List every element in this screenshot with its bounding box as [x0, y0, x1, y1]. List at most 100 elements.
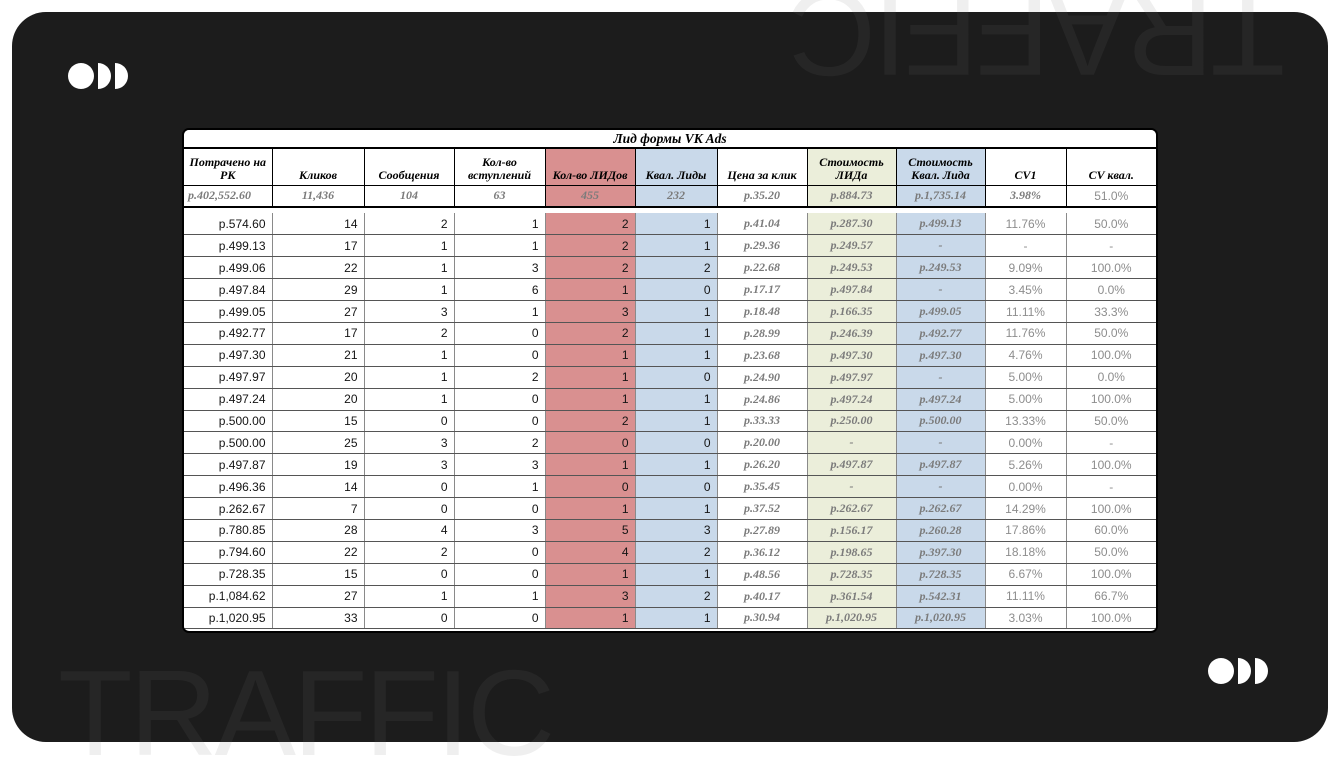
- table-cell: 1: [364, 388, 455, 411]
- table-cell: 3: [364, 453, 455, 477]
- table-row: p.402,552.60 11,436 104 63 455 232 p.35.20 p.88…: [184, 185, 1156, 208]
- table-cell: 1: [545, 453, 636, 477]
- table-cell: 5: [545, 519, 636, 542]
- table-cell: 1: [635, 388, 718, 411]
- traffic-watermark-top: TRAFFIC: [790, 12, 1285, 101]
- table-row: p.497.97 20 1 2 1 0 p.24.90 p.497.97-5.00% 0.0%: [184, 366, 1156, 389]
- table-cell: 1: [635, 497, 718, 520]
- table-cell: p.499.05: [184, 300, 273, 323]
- table-cell: p.250.00: [807, 410, 897, 433]
- table-cell: p.497.30: [184, 344, 273, 367]
- table-cell: 0: [454, 563, 546, 586]
- table-cell: 20: [272, 388, 365, 411]
- totals-cell: 63: [454, 185, 546, 208]
- table-cell: 1: [635, 322, 718, 345]
- table-cell: p.497.84: [807, 278, 897, 302]
- table-cell: p.497.30: [807, 344, 897, 367]
- table-row: p.492.77 17 2 0 2 1 p.28.99 p.246.39 p.492.77 11.…: [184, 322, 1156, 345]
- table-cell: 27: [272, 300, 365, 323]
- table-cell: 22: [272, 256, 365, 280]
- table-cell: 2: [454, 366, 546, 389]
- table-cell: 3: [454, 519, 546, 542]
- table-cell: p.35.45: [717, 475, 808, 499]
- table-cell: 0: [545, 475, 636, 499]
- table-row: p.499.06 22 1 3 2 2 p.22.68 p.249.53 p.249.53 9.0…: [184, 256, 1156, 280]
- table-cell: 4: [364, 519, 455, 542]
- table-cell: 17: [272, 322, 365, 345]
- table-row: p.497.30 21 1 0 1 1 p.23.68 p.497.30 p.497.30 4.7…: [184, 344, 1156, 367]
- table-cell: p.37.52: [717, 497, 808, 520]
- table-cell: 50.0%: [1066, 541, 1156, 564]
- column-header: Сообщения: [364, 149, 455, 186]
- table-cell: 1: [364, 585, 455, 608]
- table-cell: p.728.35: [184, 563, 273, 586]
- table-cell: 3.45%: [985, 278, 1067, 302]
- table-cell: 0: [454, 322, 546, 345]
- table-cell: 4.76%: [985, 344, 1067, 367]
- logo-half-circle-icon: [115, 63, 128, 89]
- table-cell: 0: [545, 431, 636, 455]
- table-cell: 60.0%: [1066, 519, 1156, 542]
- table-cell: p.33.33: [717, 410, 808, 433]
- column-header: CV квал.: [1066, 149, 1156, 186]
- table-cell: 100.0%: [1066, 563, 1156, 586]
- table-cell: 3: [454, 256, 546, 280]
- logo-circle-icon: [1208, 658, 1234, 684]
- table-cell: p.500.00: [896, 410, 986, 433]
- table-cell: 2: [364, 541, 455, 564]
- table-cell: 19: [272, 453, 365, 477]
- table-cell: p.492.77: [184, 322, 273, 345]
- table-cell: p.29.36: [717, 234, 808, 258]
- table-cell: 25: [272, 431, 365, 455]
- brand-logo-top-left: [68, 63, 128, 89]
- table-cell: 11.11%: [985, 300, 1067, 323]
- table-cell: p.27.89: [717, 519, 808, 542]
- totals-cell: 104: [364, 185, 455, 208]
- table-cell: 0: [364, 563, 455, 586]
- table-cell: p.500.00: [184, 431, 273, 455]
- column-header: Кол-во ЛИДов: [545, 149, 636, 186]
- table-cell: p.728.35: [896, 563, 986, 586]
- table-cell: p.496.36: [184, 475, 273, 499]
- table-cell: 1: [454, 475, 546, 499]
- stats-table: Потрачено на РК Кликов Сообщения Кол-во вст…: [184, 149, 1156, 630]
- totals-cell: 51.0%: [1066, 185, 1156, 208]
- brand-logo-bottom-right: [1208, 658, 1268, 684]
- table-cell: 1: [635, 300, 718, 323]
- table-cell: p.497.24: [184, 388, 273, 411]
- logo-half-circle-icon: [1255, 658, 1268, 684]
- table-cell: 2: [635, 256, 718, 280]
- table-cell: 21: [272, 344, 365, 367]
- table-cell: p.499.13: [184, 234, 273, 258]
- table-cell: p.499.06: [184, 256, 273, 280]
- column-header: Кликов: [272, 149, 365, 186]
- table-cell: 6.67%: [985, 563, 1067, 586]
- table-row: p.794.60 22 2 0 4 2 p.36.12 p.198.65 p.397.30 18.…: [184, 541, 1156, 564]
- table-cell: 1: [454, 213, 546, 236]
- table-cell: p.260.28: [896, 519, 986, 542]
- table-cell: 3: [454, 453, 546, 477]
- table-row: p.496.36 14 0 1 0 0 p.35.45- -0.00% -: [184, 475, 1156, 499]
- table-cell: 0: [364, 475, 455, 499]
- table-cell: -: [896, 431, 986, 455]
- table-row: p.1,020.95 33 0 0 1 1 p.30.94 p.1,020.95 p.1,020…: [184, 607, 1156, 630]
- table-cell: 100.0%: [1066, 607, 1156, 630]
- table-cell: 4: [545, 541, 636, 564]
- table-cell: 0: [635, 475, 718, 499]
- table-cell: 2: [545, 234, 636, 258]
- table-cell: 3: [545, 585, 636, 608]
- table-cell: p.156.17: [807, 519, 897, 542]
- table-cell: 6: [454, 278, 546, 302]
- table-cell: p.198.65: [807, 541, 897, 564]
- table-cell: p.17.17: [717, 278, 808, 302]
- table-cell: p.499.05: [896, 300, 986, 323]
- table-cell: 17: [272, 234, 365, 258]
- table-cell: 20: [272, 366, 365, 389]
- totals-cell: 11,436: [272, 185, 365, 208]
- table-cell: 17.86%: [985, 519, 1067, 542]
- table-cell: 0: [454, 410, 546, 433]
- table-cell: 29: [272, 278, 365, 302]
- table-cell: 1: [364, 344, 455, 367]
- table-row: p.500.00 15 0 0 2 1 p.33.33 p.250.00 p.500.00 13.…: [184, 410, 1156, 433]
- table-cell: 5.00%: [985, 388, 1067, 411]
